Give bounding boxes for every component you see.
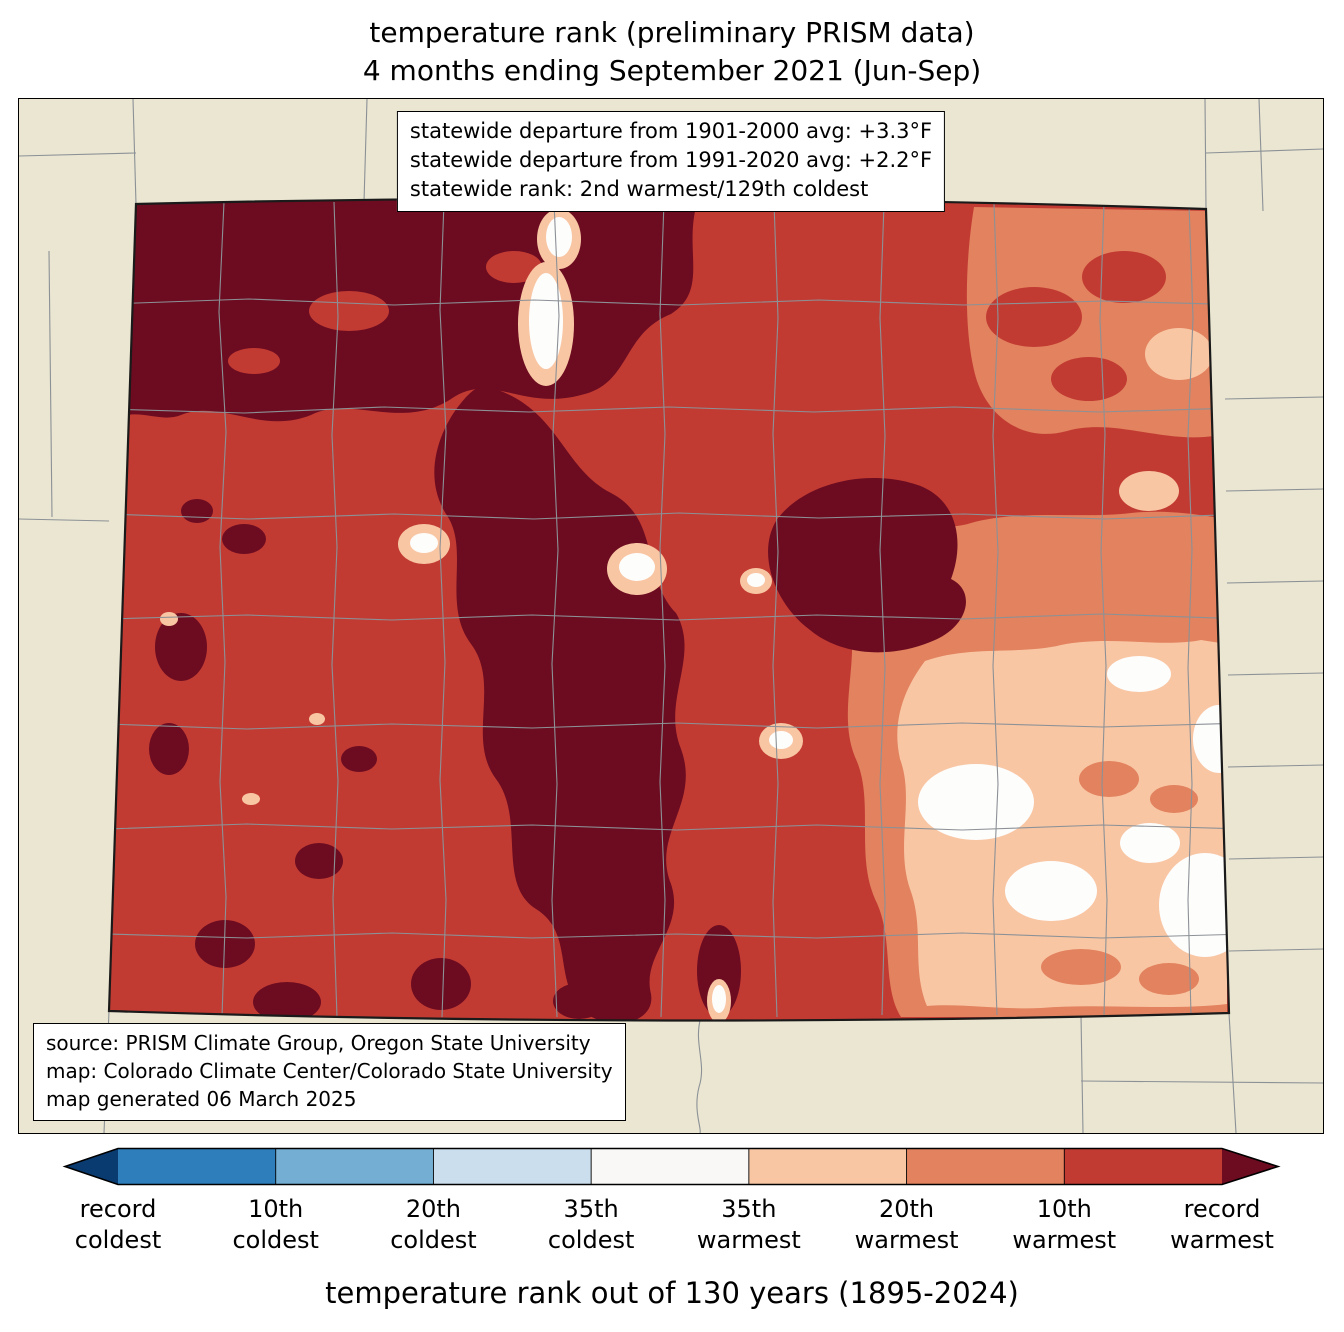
stats-line-1: statewide departure from 1901-2000 avg: … bbox=[409, 119, 933, 143]
colorbar-label: record warmest bbox=[1170, 1195, 1274, 1254]
colorbar-bar bbox=[62, 1147, 1281, 1186]
colorado-fill bbox=[109, 198, 1229, 1021]
colorbar-label: 35th coldest bbox=[547, 1195, 635, 1254]
stats-line-3: statewide rank: 2nd warmest/129th coldes… bbox=[409, 177, 869, 201]
colorbar: record coldest 10th coldest 20th coldest 35… bbox=[0, 1146, 1344, 1262]
stats-line-2: statewide departure from 1991-2020 avg: … bbox=[409, 148, 933, 172]
figure-title: temperature rank (preliminary PRISM data… bbox=[0, 14, 1344, 90]
stats-box: statewide departure from 1901-2000 avg: … bbox=[396, 111, 946, 212]
colorbar-label: 10th warmest bbox=[1012, 1195, 1117, 1254]
colorbar-caption: temperature rank out of 130 years (1895-… bbox=[325, 1276, 1019, 1310]
colorbar-label: 20th warmest bbox=[854, 1195, 959, 1254]
colorbar-label: 10th coldest bbox=[232, 1195, 319, 1254]
source-line-3: map generated 06 March 2025 bbox=[46, 1087, 357, 1111]
source-line-1: source: PRISM Climate Group, Oregon Stat… bbox=[46, 1031, 591, 1055]
source-line-2: map: Colorado Climate Center/Colorado St… bbox=[46, 1059, 613, 1083]
source-box: source: PRISM Climate Group, Oregon Stat… bbox=[33, 1023, 626, 1121]
colorbar-labels: record coldest 10th coldest 20th coldest 35… bbox=[0, 1194, 1344, 1262]
colorado-map bbox=[19, 99, 1323, 1133]
colorbar-label: 20th coldest bbox=[390, 1195, 477, 1254]
colorbar-label: 35th warmest bbox=[696, 1195, 801, 1254]
colorbar-label: record coldest bbox=[74, 1195, 162, 1254]
figure-title-line2: 4 months ending September 2021 (Jun-Sep) bbox=[362, 54, 982, 87]
map-frame: statewide departure from 1901-2000 avg: … bbox=[18, 98, 1324, 1134]
figure-title-line1: temperature rank (preliminary PRISM data… bbox=[369, 16, 975, 49]
neighbor-county-lines bbox=[19, 99, 1323, 1133]
colorado-county-lines bbox=[109, 201, 1229, 1018]
